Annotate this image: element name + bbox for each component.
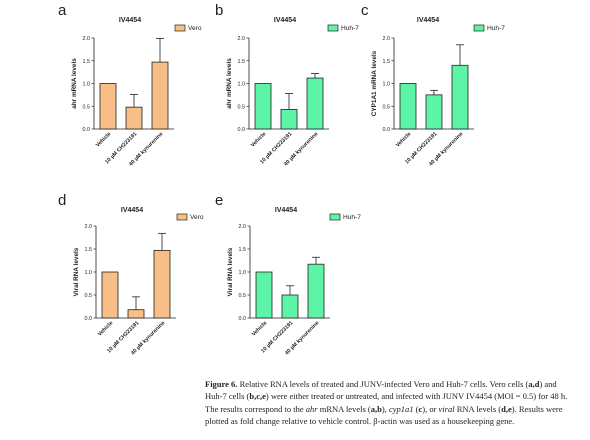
bar (451, 64, 469, 130)
y-tick-label: 0.0 (238, 127, 246, 133)
y-axis-label: ahr mRNA levels (71, 58, 78, 109)
panel-letter: a (58, 2, 67, 19)
bar (280, 109, 298, 130)
legend-swatch (473, 24, 485, 32)
y-axis-label: ahr mRNA levels (226, 58, 233, 109)
category-label: Vehicle (95, 131, 112, 148)
chart-title: IV4454 (417, 17, 439, 24)
bar (127, 309, 145, 319)
bar (99, 83, 117, 130)
bar (254, 83, 272, 130)
bar (125, 106, 143, 130)
y-tick-label: 0.5 (238, 104, 246, 110)
y-tick-label: 1.5 (238, 59, 246, 65)
legend-swatch (174, 24, 186, 32)
figure-caption: Figure 6. Relative RNA levels of treated… (205, 379, 568, 427)
chart-panel-d: d IV4454 0.0 0.5 1.0 1.5 2.0 Viral RNA levels Ve… (58, 192, 204, 356)
category-label: Vehicle (395, 131, 412, 148)
y-axis-label: Viral RNA levels (73, 247, 80, 296)
legend-swatch (327, 24, 339, 32)
category-label: Vehicle (97, 320, 114, 337)
y-tick-label: 1.0 (238, 82, 246, 88)
y-tick-label: 1.0 (83, 82, 91, 88)
y-tick-label: 0.5 (383, 104, 391, 110)
chart-panel-b: b IV4454 0.0 0.5 1.0 1.5 2.0 ahr mRNA levels Veh… (215, 2, 359, 167)
chart-title: IV4454 (121, 207, 143, 214)
y-tick-label: 0.0 (85, 316, 93, 322)
y-tick-label: 2.0 (85, 224, 93, 230)
y-tick-label: 1.5 (383, 59, 391, 65)
y-tick-label: 0.5 (239, 293, 247, 299)
y-tick-label: 1.0 (383, 82, 391, 88)
bar (399, 83, 417, 130)
bar (101, 271, 119, 319)
panel-letter: d (58, 192, 66, 209)
chart-panel-c: c IV4454 0.0 0.5 1.0 1.5 2.0 CYP1A1 mRNA levels… (361, 2, 505, 167)
category-label: Vehicle (250, 131, 267, 148)
legend-label: Vero (190, 214, 204, 221)
legend-label: Huh-7 (343, 214, 361, 221)
bar (281, 294, 299, 319)
figure-6: a IV4454 0.0 0.5 1.0 1.5 2.0 ahr mRNA levels Veh… (58, 2, 505, 356)
bar (425, 94, 443, 130)
bar (153, 249, 171, 319)
y-tick-label: 0.0 (239, 316, 247, 322)
y-axis-label: CYP1A1 mRNA levels (371, 50, 378, 116)
y-tick-label: 1.0 (85, 270, 93, 276)
panel-letter: c (361, 2, 369, 19)
chart-panel-e: e IV4454 0.0 0.5 1.0 1.5 2.0 Viral RNA levels Ve… (215, 192, 361, 356)
bar (255, 271, 273, 319)
bar (306, 77, 324, 130)
bar (307, 263, 325, 319)
panel-letter: e (215, 192, 223, 209)
y-tick-label: 1.5 (85, 247, 93, 253)
y-tick-label: 2.0 (83, 36, 91, 42)
y-tick-label: 0.5 (83, 104, 91, 110)
legend-swatch (176, 213, 188, 221)
legend-swatch (329, 213, 341, 221)
chart-title: IV4454 (274, 17, 296, 24)
legend-label: Huh-7 (341, 25, 359, 32)
legend-label: Huh-7 (487, 25, 505, 32)
y-tick-label: 1.0 (239, 270, 247, 276)
y-tick-label: 0.0 (383, 127, 391, 133)
category-label: Vehicle (251, 320, 268, 337)
chart-panel-a: a IV4454 0.0 0.5 1.0 1.5 2.0 ahr mRNA levels Veh… (58, 2, 202, 167)
chart-title: IV4454 (275, 207, 297, 214)
panel-letter: b (215, 2, 223, 19)
y-tick-label: 0.0 (83, 127, 91, 133)
y-tick-label: 0.5 (85, 293, 93, 299)
caption-label: Figure 6. (205, 379, 238, 389)
chart-title: IV4454 (119, 17, 141, 24)
y-tick-label: 1.5 (239, 247, 247, 253)
y-tick-label: 1.5 (83, 59, 91, 65)
legend-label: Vero (188, 25, 202, 32)
y-tick-label: 2.0 (383, 36, 391, 42)
y-tick-label: 2.0 (238, 36, 246, 42)
y-tick-label: 2.0 (239, 224, 247, 230)
y-axis-label: Viral RNA levels (227, 247, 234, 296)
bar (151, 61, 169, 130)
